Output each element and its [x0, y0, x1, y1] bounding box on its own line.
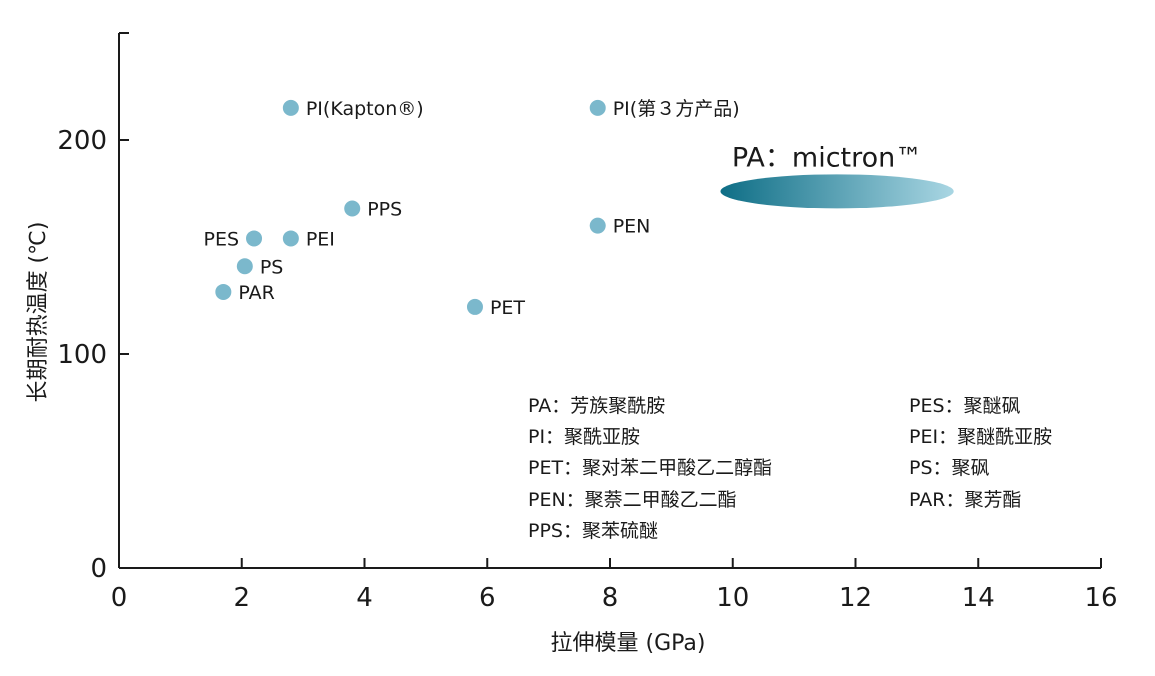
legend-right: PES：聚醚砜 PEI：聚醚酰亚胺 PS：聚砜 PAR：聚芳酯: [909, 395, 1052, 511]
data-point: PEI: [282, 228, 335, 250]
y-ticks: 0 100 200: [57, 32, 129, 584]
x-tick-label: 12: [839, 583, 872, 613]
legend-item: PES：聚醚砜: [909, 395, 1021, 417]
legend-item: PAR：聚芳酯: [909, 489, 1021, 511]
x-ticks: 0 2 4 6 8 10 12 14 16: [111, 558, 1118, 613]
x-tick-label: 14: [962, 583, 995, 613]
y-tick-label: 200: [57, 126, 107, 156]
point-label: PET: [490, 297, 525, 319]
x-tick-label: 6: [479, 583, 496, 613]
x-tick-label: 0: [111, 583, 128, 613]
mictron-label: PA：mictron™: [732, 142, 922, 173]
point-marker: [282, 230, 299, 247]
legend-item: PEN：聚萘二甲酸乙二酯: [528, 489, 737, 511]
point-label: PI(第３方产品): [613, 98, 740, 120]
legend-item: PET：聚对苯二甲酸乙二醇酯: [528, 457, 772, 479]
point-label: PPS: [367, 198, 402, 220]
y-axis-title: 长期耐热温度 (℃): [26, 222, 51, 403]
point-marker: [282, 99, 299, 116]
data-point: PS: [236, 256, 284, 278]
x-tick-label: 10: [716, 583, 749, 613]
x-tick-label: 2: [233, 583, 250, 613]
legend-left: PA：芳族聚酰胺 PI：聚酰亚胺 PET：聚对苯二甲酸乙二醇酯 PEN：聚萘二甲…: [528, 395, 772, 542]
mictron-region: PA：mictron™: [720, 142, 954, 209]
point-marker: [215, 283, 232, 300]
x-tick-label: 16: [1084, 583, 1117, 613]
legend-item: PPS：聚苯硫醚: [528, 520, 658, 542]
point-label: PES: [203, 228, 239, 250]
mictron-ellipse: [720, 174, 954, 209]
x-tick-label: 8: [602, 583, 619, 613]
point-marker: [236, 258, 253, 275]
data-point: PES: [203, 228, 263, 250]
point-label: PAR: [238, 282, 274, 304]
point-marker: [246, 230, 263, 247]
data-point: PAR: [215, 282, 275, 304]
y-tick-label: 100: [57, 340, 107, 370]
point-marker: [466, 298, 483, 315]
data-point: PEN: [589, 216, 651, 238]
data-point: PET: [466, 297, 525, 319]
data-points: PI(Kapton®) PI(第３方产品) PPS PEN PES PEI PS PAR PET: [203, 98, 739, 319]
legend-item: PS：聚砜: [909, 457, 990, 479]
point-label: PEI: [306, 228, 335, 250]
point-marker: [589, 217, 606, 234]
data-point: PI(Kapton®): [282, 98, 424, 120]
point-marker: [344, 200, 361, 217]
x-tick-label: 4: [356, 583, 373, 613]
y-tick-label: 0: [90, 554, 107, 584]
legend-item: PA：芳族聚酰胺: [528, 395, 665, 417]
point-label: PI(Kapton®): [306, 98, 424, 120]
data-point: PPS: [344, 198, 402, 220]
x-axis-title: 拉伸模量 (GPa): [551, 631, 706, 656]
legend-item: PEI：聚醚酰亚胺: [909, 426, 1052, 448]
point-label: PEN: [613, 216, 651, 238]
point-marker: [589, 99, 606, 116]
point-label: PS: [260, 256, 284, 278]
legend-item: PI：聚酰亚胺: [528, 426, 640, 448]
data-point: PI(第３方产品): [589, 98, 740, 120]
